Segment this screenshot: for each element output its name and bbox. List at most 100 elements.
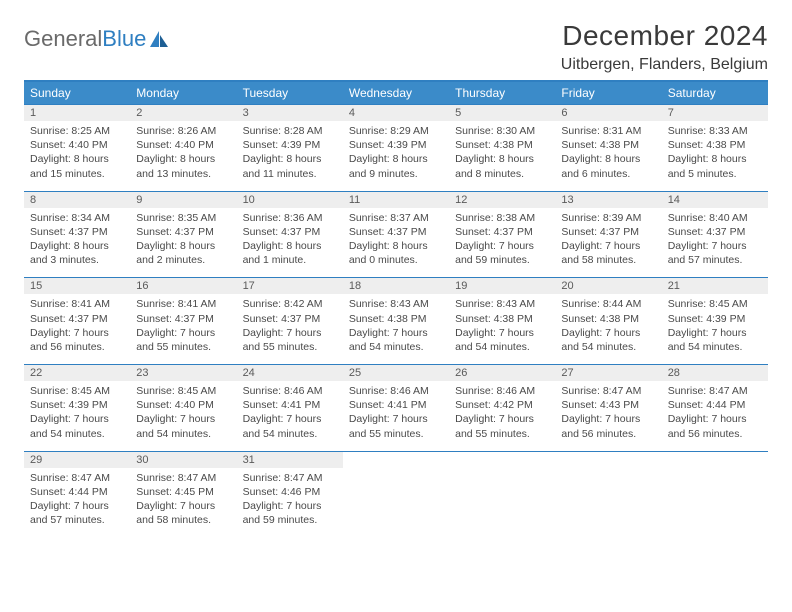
logo-text-2: Blue (102, 26, 146, 52)
sunrise-line: Sunrise: 8:43 AM (349, 298, 429, 310)
sunrise-line: Sunrise: 8:38 AM (455, 212, 535, 224)
day-number-cell (555, 451, 661, 468)
weekday-header: Thursday (449, 82, 555, 105)
day-number-cell: 25 (343, 365, 449, 382)
sunrise-line: Sunrise: 8:34 AM (30, 212, 110, 224)
day-number-cell: 10 (237, 191, 343, 208)
sunset-line: Sunset: 4:39 PM (30, 399, 108, 411)
weekday-row: SundayMondayTuesdayWednesdayThursdayFrid… (24, 82, 768, 105)
day-number-cell: 8 (24, 191, 130, 208)
weekday-header: Sunday (24, 82, 130, 105)
sunrise-line: Sunrise: 8:29 AM (349, 125, 429, 137)
day-number-cell: 23 (130, 365, 236, 382)
sunrise-line: Sunrise: 8:30 AM (455, 125, 535, 137)
day-info-cell: Sunrise: 8:26 AMSunset: 4:40 PMDaylight:… (130, 121, 236, 191)
sunrise-line: Sunrise: 8:47 AM (30, 472, 110, 484)
day-info-cell (343, 468, 449, 538)
day-info-cell: Sunrise: 8:47 AM Sunset: 4:46 PM Daylight:… (237, 468, 343, 538)
day-number-cell: 28 (662, 365, 768, 382)
daylight-line: Daylight: 7 hours and 57 minutes. (668, 240, 747, 266)
day-info-row: Sunrise: 8:45 AM Sunset: 4:39 PM Daylight:… (24, 381, 768, 451)
daylight-line: Daylight: 7 hours and 56 minutes. (668, 413, 747, 439)
day-info-cell: Sunrise: 8:47 AMSunset: 4:43 PMDaylight:… (555, 381, 661, 451)
sunrise-line: Sunrise: 8:33 AM (668, 125, 748, 137)
daylight-line: Daylight: 7 hours and 54 minutes. (455, 327, 534, 353)
daylight-line: Daylight: 8 hours and 15 minutes. (30, 153, 109, 179)
sunset-line: Sunset: 4:44 PM (668, 399, 746, 411)
sunrise-line: Sunrise: 8:40 AM (668, 212, 748, 224)
day-number-cell: 20 (555, 278, 661, 295)
sunrise-line: Sunrise: 8:45 AM (136, 385, 216, 397)
day-info-cell: Sunrise: 8:43 AMSunset: 4:38 PMDaylight:… (449, 294, 555, 364)
day-number-cell: 3 (237, 105, 343, 122)
day-info-cell: Sunrise: 8:45 AMSunset: 4:40 PMDaylight:… (130, 381, 236, 451)
day-info-row: Sunrise: 8:25 AMSunset: 4:40 PMDaylight:… (24, 121, 768, 191)
day-info-cell: Sunrise: 8:28 AMSunset: 4:39 PMDaylight:… (237, 121, 343, 191)
day-info-row: Sunrise: 8:41 AMSunset: 4:37 PMDaylight:… (24, 294, 768, 364)
sunset-line: Sunset: 4:46 PM (243, 486, 321, 498)
sunrise-line: Sunrise: 8:31 AM (561, 125, 641, 137)
sunrise-line: Sunrise: 8:39 AM (561, 212, 641, 224)
day-number-cell: 24 (237, 365, 343, 382)
daylight-line: Daylight: 8 hours and 2 minutes. (136, 240, 215, 266)
daylight-line: Daylight: 7 hours and 59 minutes. (243, 500, 322, 526)
sunset-line: Sunset: 4:40 PM (136, 399, 214, 411)
day-number-cell: 2 (130, 105, 236, 122)
daylight-line: Daylight: 8 hours and 9 minutes. (349, 153, 428, 179)
sunrise-line: Sunrise: 8:47 AM (243, 472, 323, 484)
daylight-line: Daylight: 8 hours and 13 minutes. (136, 153, 215, 179)
daylight-line: Daylight: 8 hours and 5 minutes. (668, 153, 747, 179)
day-number-cell: 31 (237, 451, 343, 468)
day-number-cell: 9 (130, 191, 236, 208)
day-number-row: 1234567 (24, 105, 768, 122)
sunset-line: Sunset: 4:40 PM (136, 139, 214, 151)
day-info-cell: Sunrise: 8:42 AMSunset: 4:37 PMDaylight:… (237, 294, 343, 364)
day-number-cell: 16 (130, 278, 236, 295)
day-info-cell: Sunrise: 8:45 AMSunset: 4:39 PMDaylight:… (24, 381, 130, 451)
calendar-head: SundayMondayTuesdayWednesdayThursdayFrid… (24, 82, 768, 105)
sunrise-line: Sunrise: 8:37 AM (349, 212, 429, 224)
daylight-line: Daylight: 7 hours and 58 minutes. (561, 240, 640, 266)
daylight-line: Daylight: 7 hours and 54 minutes. (561, 327, 640, 353)
day-number-cell: 5 (449, 105, 555, 122)
sunset-line: Sunset: 4:43 PM (561, 399, 639, 411)
sunrise-line: Sunrise: 8:47 AM (136, 472, 216, 484)
day-info-cell: Sunrise: 8:41 AMSunset: 4:37 PMDaylight:… (24, 294, 130, 364)
day-number-cell: 4 (343, 105, 449, 122)
daylight-line: Daylight: 7 hours and 55 minutes. (136, 327, 215, 353)
day-number-row: 15161718192021 (24, 278, 768, 295)
day-info-cell: Sunrise: 8:38 AMSunset: 4:37 PMDaylight:… (449, 208, 555, 278)
day-info-cell: Sunrise: 8:39 AM Sunset: 4:37 PM Daylight:… (555, 208, 661, 278)
sunset-line: Sunset: 4:37 PM (243, 313, 321, 325)
sunset-line: Sunset: 4:38 PM (455, 139, 533, 151)
daylight-line: Daylight: 8 hours and 0 minutes. (349, 240, 428, 266)
daylight-line: Daylight: 8 hours and 1 minute. (243, 240, 322, 266)
sunset-line: Sunset: 4:38 PM (455, 313, 533, 325)
daylight-line: Daylight: 7 hours and 55 minutes. (455, 413, 534, 439)
sunrise-line: Sunrise: 8:28 AM (243, 125, 323, 137)
sunset-line: Sunset: 4:38 PM (668, 139, 746, 151)
day-number-cell: 30 (130, 451, 236, 468)
day-number-row: 22232425262728 (24, 365, 768, 382)
daylight-line: Daylight: 7 hours and 54 minutes. (668, 327, 747, 353)
sunset-line: Sunset: 4:37 PM (561, 226, 639, 238)
day-info-cell: Sunrise: 8:33 AM Sunset: 4:38 PM Daylight:… (662, 121, 768, 191)
daylight-line: Daylight: 8 hours and 8 minutes. (455, 153, 534, 179)
day-info-row: Sunrise: 8:47 AMSunset: 4:44 PMDaylight:… (24, 468, 768, 538)
day-number-cell: 13 (555, 191, 661, 208)
weekday-header: Tuesday (237, 82, 343, 105)
day-info-cell: Sunrise: 8:41 AMSunset: 4:37 PMDaylight:… (130, 294, 236, 364)
sunset-line: Sunset: 4:37 PM (349, 226, 427, 238)
day-info-cell (662, 468, 768, 538)
daylight-line: Daylight: 8 hours and 3 minutes. (30, 240, 109, 266)
day-info-cell (555, 468, 661, 538)
sunset-line: Sunset: 4:41 PM (349, 399, 427, 411)
daylight-line: Daylight: 7 hours and 54 minutes. (349, 327, 428, 353)
sunrise-line: Sunrise: 8:42 AM (243, 298, 323, 310)
logo-text-1: General (24, 26, 102, 52)
day-number-cell: 1 (24, 105, 130, 122)
day-info-row: Sunrise: 8:34 AM Sunset: 4:37 PM Daylight:… (24, 208, 768, 278)
day-number-cell: 15 (24, 278, 130, 295)
day-info-cell (449, 468, 555, 538)
sunset-line: Sunset: 4:37 PM (668, 226, 746, 238)
